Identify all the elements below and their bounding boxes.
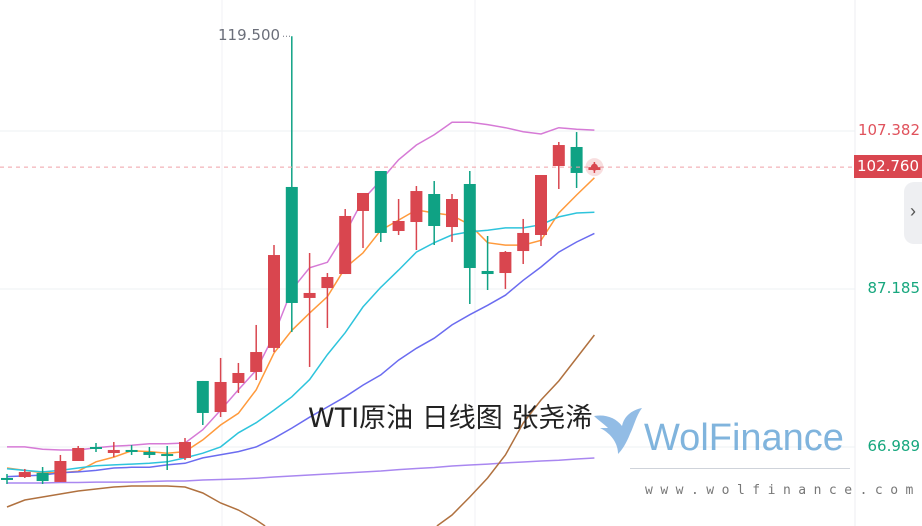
candle-down <box>143 451 156 455</box>
indicator-line <box>6 232 595 478</box>
candle-down <box>285 186 298 303</box>
overlay <box>0 35 855 177</box>
candle-up <box>250 352 263 372</box>
candle-down <box>1 477 13 480</box>
watermark-title: WTI原油 日线图 张尧浠 <box>308 403 593 434</box>
candle-up <box>321 277 334 289</box>
indicator-line <box>6 211 595 473</box>
candles <box>1 36 601 484</box>
candle-up <box>552 145 565 166</box>
candle-up <box>339 215 352 275</box>
candle-up <box>232 372 245 384</box>
candle-up <box>18 472 31 478</box>
chevron-right-icon: › <box>910 201 916 221</box>
candle-down <box>463 183 476 269</box>
candle-down <box>90 446 102 449</box>
y-tick-label: 107.382 <box>857 121 920 139</box>
indicator-line <box>6 177 595 474</box>
candle-down <box>374 171 387 233</box>
indicator-line <box>6 485 266 526</box>
candle-up <box>54 460 67 482</box>
panel-toggle-button[interactable]: › <box>904 182 922 244</box>
candle-up <box>214 381 227 413</box>
indicator-line <box>436 334 595 526</box>
candle-down <box>570 146 583 173</box>
candle-up <box>72 448 85 461</box>
candle-down <box>196 380 209 413</box>
candle-down <box>481 270 494 275</box>
wolf-logo-icon <box>594 408 642 454</box>
last-price-badge: 102.760 <box>854 155 922 178</box>
indicator-line <box>7 457 595 484</box>
last-price-dot <box>590 163 598 171</box>
y-tick-label: 66.989 <box>867 436 921 455</box>
max-price-label: 119.500 <box>218 26 281 45</box>
candle-down <box>428 194 441 226</box>
watermark-divider <box>630 468 850 469</box>
watermark-logo-text: WolFinance <box>644 417 844 459</box>
candle-down <box>125 449 138 452</box>
indicator-line <box>7 121 595 451</box>
candle-up <box>499 251 512 274</box>
candle-up <box>303 292 316 298</box>
candle-up <box>446 199 458 228</box>
candle-up <box>392 220 405 232</box>
candle-up <box>410 191 423 223</box>
candle-up <box>357 192 369 211</box>
watermark-url: www.wolfinance.com <box>645 483 921 498</box>
candle-down <box>161 454 174 457</box>
candle-up <box>268 255 280 348</box>
candle-up <box>179 441 191 459</box>
indicator-lines <box>6 121 595 526</box>
candle-down <box>36 472 49 482</box>
candle-up <box>517 232 530 252</box>
y-tick-label: 87.185 <box>867 279 921 297</box>
candle-up <box>107 449 120 454</box>
candle-up <box>535 174 547 235</box>
